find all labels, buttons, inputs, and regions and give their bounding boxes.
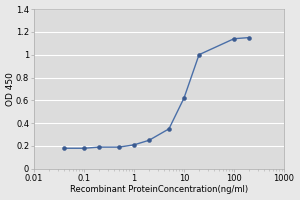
X-axis label: Recombinant ProteinConcentration(ng/ml): Recombinant ProteinConcentration(ng/ml) bbox=[70, 185, 248, 194]
Y-axis label: OD 450: OD 450 bbox=[6, 72, 15, 106]
